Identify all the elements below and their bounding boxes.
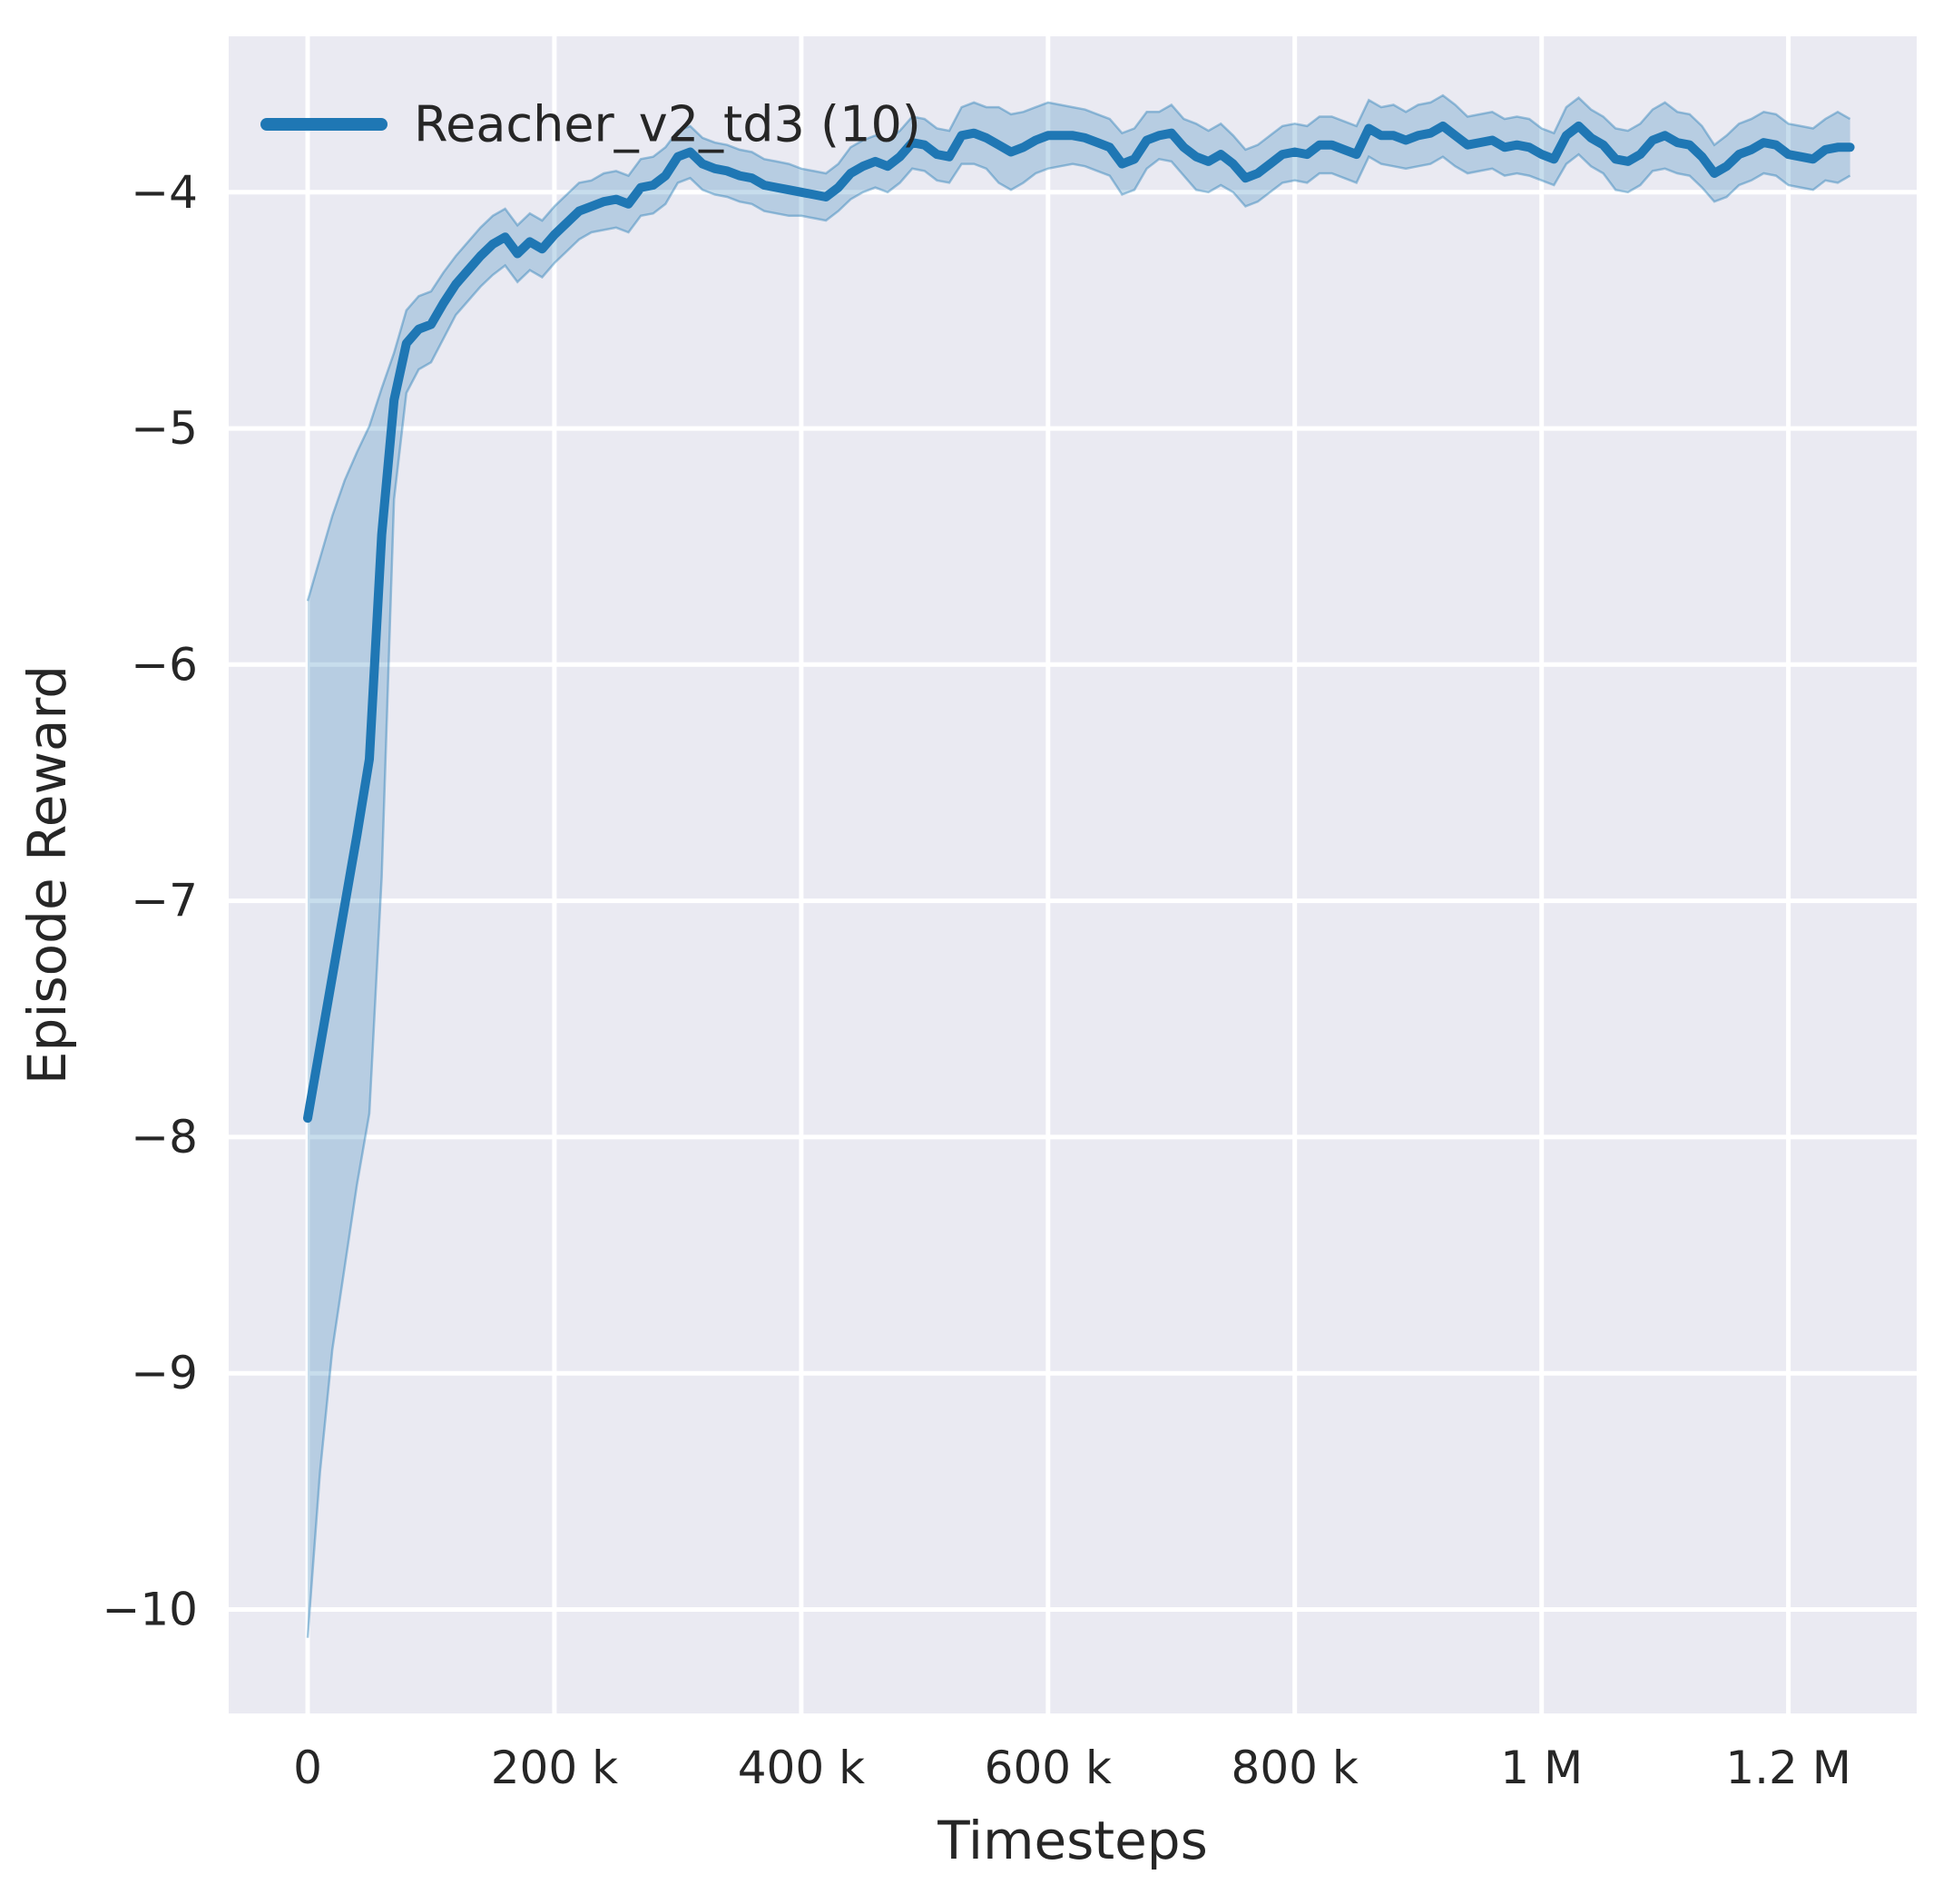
confidence-band-lower-edge bbox=[306, 152, 1851, 1638]
x-tick-label: 0 bbox=[293, 1742, 322, 1794]
x-tick-label: 1.2 M bbox=[1725, 1742, 1851, 1794]
y-axis-tick-labels: −4 −5 −6 −7 −8 −9 −10 bbox=[102, 166, 198, 1636]
x-axis-label: Timesteps bbox=[937, 1810, 1208, 1871]
x-axis-tick-labels: 0 200 k 400 k 600 k 800 k 1 M 1.2 M bbox=[293, 1742, 1851, 1794]
y-tick-label: −4 bbox=[131, 166, 198, 219]
series-group bbox=[303, 93, 1855, 1638]
x-tick-label: 800 k bbox=[1232, 1742, 1359, 1794]
series-line bbox=[303, 121, 1855, 1124]
y-tick-label: −5 bbox=[131, 402, 198, 455]
x-tick-label: 400 k bbox=[738, 1742, 865, 1794]
plot-panel bbox=[229, 36, 1917, 1713]
y-tick-label: −8 bbox=[131, 1111, 198, 1163]
y-tick-label: −6 bbox=[131, 638, 198, 691]
y-axis-label: Episode Reward bbox=[16, 665, 78, 1084]
x-tick-label: 600 k bbox=[985, 1742, 1112, 1794]
confidence-band bbox=[308, 95, 1850, 1638]
legend-label: Reacher_v2_td3 (10) bbox=[414, 96, 921, 153]
y-tick-label: −10 bbox=[102, 1584, 198, 1636]
x-tick-label: 200 k bbox=[491, 1742, 618, 1794]
y-tick-label: −7 bbox=[131, 875, 198, 927]
x-tick-label: 1 M bbox=[1500, 1742, 1583, 1794]
legend: Reacher_v2_td3 (10) bbox=[260, 96, 921, 153]
y-tick-label: −9 bbox=[131, 1347, 198, 1399]
grid-group bbox=[229, 36, 1917, 1713]
confidence-band-upper-edge bbox=[306, 93, 1851, 602]
